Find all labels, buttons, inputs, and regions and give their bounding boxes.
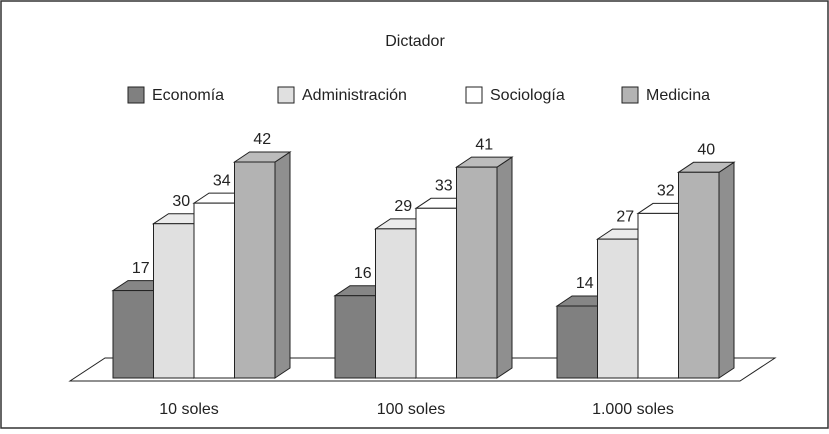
- legend-swatch: [465, 86, 483, 104]
- bar-front: [193, 202, 235, 379]
- legend-swatch: [621, 86, 639, 104]
- data-label: 17: [132, 260, 150, 277]
- chart-title: Dictador: [385, 33, 445, 50]
- bar: [676, 161, 736, 379]
- bar-front: [415, 207, 457, 379]
- data-label: 32: [657, 183, 675, 200]
- bar-front: [375, 228, 417, 379]
- bar-front: [637, 212, 679, 379]
- data-label: 27: [616, 208, 634, 225]
- bar: [232, 151, 292, 379]
- data-label: 33: [435, 178, 453, 195]
- data-label: 34: [213, 172, 231, 189]
- bar-side: [496, 156, 513, 379]
- legend-label: Economía: [152, 87, 224, 104]
- bar-front: [153, 223, 195, 379]
- bar-side: [718, 161, 735, 379]
- legend-label: Medicina: [646, 87, 710, 104]
- data-label: 42: [253, 131, 271, 148]
- data-label: 40: [697, 142, 715, 159]
- x-tick-label: 100 soles: [377, 401, 446, 418]
- x-tick-label: 1.000 soles: [592, 401, 674, 418]
- bar-side: [274, 151, 291, 379]
- bar-front: [556, 305, 598, 379]
- legend-swatch: [277, 86, 295, 104]
- data-label: 14: [576, 275, 594, 292]
- bar-front: [597, 238, 639, 379]
- data-label: 30: [172, 193, 190, 210]
- legend-label: Administración: [302, 87, 407, 104]
- legend-label: Sociología: [490, 87, 565, 104]
- bar: [454, 156, 514, 379]
- data-label: 29: [394, 198, 412, 215]
- bar-front: [234, 161, 276, 379]
- bar-front: [678, 171, 720, 379]
- legend-swatch: [127, 86, 145, 104]
- bar-front: [334, 295, 376, 379]
- data-label: 16: [354, 265, 372, 282]
- x-tick-label: 10 soles: [159, 401, 219, 418]
- bar-front: [456, 166, 498, 379]
- bar-front: [112, 290, 154, 379]
- data-label: 41: [475, 136, 493, 153]
